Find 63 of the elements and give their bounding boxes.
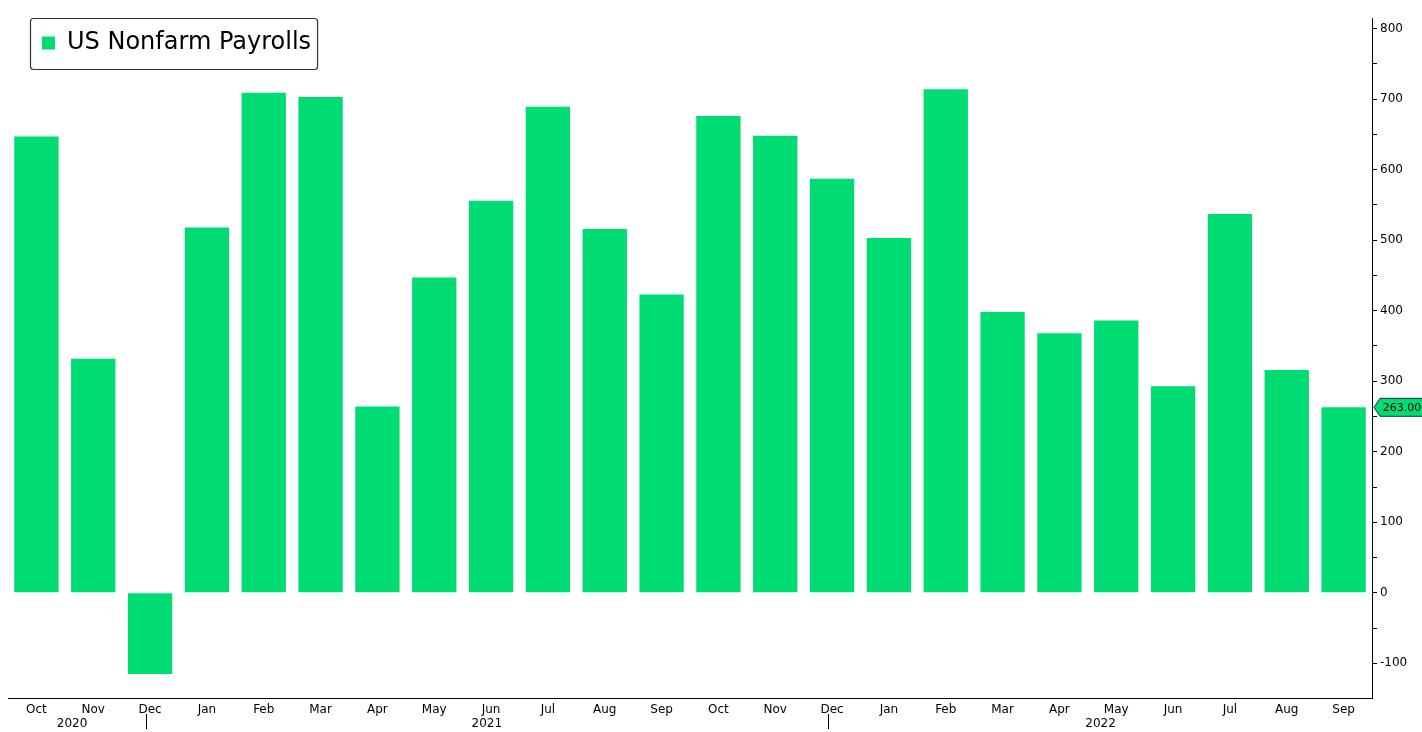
y-tick-label: 800 — [1380, 20, 1403, 35]
bar — [1094, 320, 1139, 593]
bar — [753, 135, 798, 593]
bar — [468, 200, 514, 593]
x-tick-label: Aug — [1275, 701, 1299, 716]
bar — [1264, 369, 1309, 593]
x-tick-label: Aug — [593, 701, 617, 716]
bar — [127, 593, 173, 674]
bar — [298, 96, 343, 593]
bar — [639, 294, 684, 593]
x-tick-label: Jun — [480, 701, 501, 716]
text: 2022 — [1085, 715, 1116, 730]
x-tick-label: Jan — [196, 701, 217, 716]
x-tick-label: Jun — [1162, 701, 1183, 716]
bar — [582, 228, 627, 593]
y-tick-label: 400 — [1380, 302, 1403, 317]
bar — [1037, 333, 1082, 593]
bar — [923, 89, 968, 593]
x-tick-label: Mar — [991, 701, 1014, 716]
bar — [184, 227, 230, 593]
x-tick-label: Sep — [650, 701, 673, 716]
x-tick-label: Apr — [1049, 701, 1070, 716]
bar — [241, 92, 286, 593]
x-tick-label: May — [421, 701, 447, 716]
y-tick-label: 100 — [1380, 514, 1403, 529]
y-tick-label: 0 — [1380, 584, 1388, 599]
x-tick-label: Feb — [253, 701, 275, 716]
y-tick-label: 200 — [1380, 443, 1403, 458]
legend-label: US Nonfarm Payrolls — [67, 27, 312, 56]
text: 2020 — [56, 715, 88, 730]
x-tick-label: Oct — [708, 701, 730, 716]
bar — [14, 136, 59, 593]
bar — [525, 106, 571, 593]
bar — [1321, 407, 1366, 593]
bar — [980, 312, 1025, 593]
x-tick-label: May — [1103, 701, 1129, 716]
bar — [71, 358, 116, 593]
x-tick-label: Jul — [1221, 701, 1238, 716]
y-tick-label: 500 — [1380, 232, 1403, 247]
bar — [1150, 386, 1196, 593]
x-tick-label: Dec — [138, 701, 162, 716]
bar — [1207, 214, 1253, 593]
y-tick-label: 600 — [1380, 161, 1403, 176]
bar — [696, 116, 741, 593]
x-tick-label: Oct — [26, 701, 48, 716]
y-tick-label: 300 — [1380, 373, 1403, 388]
x-tick-label: Dec — [820, 701, 844, 716]
x-tick-label: Mar — [309, 701, 332, 716]
text: 263.00 — [1382, 400, 1422, 414]
bar — [866, 238, 912, 593]
x-tick-label: Jan — [878, 701, 899, 716]
x-tick-label: Feb — [935, 701, 957, 716]
text: 2021 — [471, 715, 503, 730]
x-tick-label: Nov — [81, 701, 105, 716]
x-tick-label: Jul — [539, 701, 556, 716]
bar — [412, 277, 457, 593]
x-tick-label: Sep — [1332, 701, 1355, 716]
y-tick-label: -100 — [1380, 655, 1408, 670]
x-tick-label: Apr — [367, 701, 388, 716]
y-tick-label: 700 — [1380, 91, 1403, 106]
bar — [809, 178, 855, 593]
x-tick-label: Nov — [763, 701, 787, 716]
bar — [355, 406, 400, 593]
